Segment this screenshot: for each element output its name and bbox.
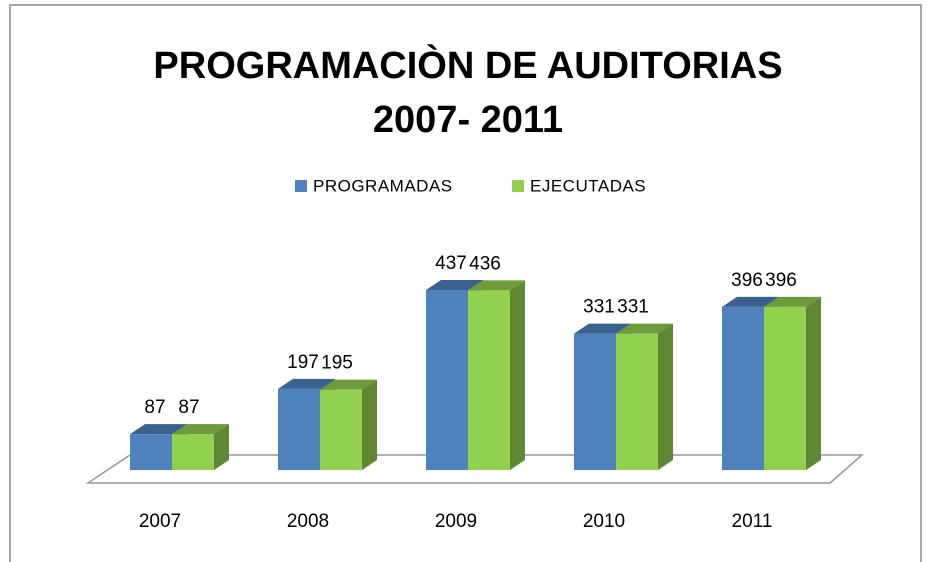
bar [172, 424, 229, 470]
bar [616, 323, 673, 470]
value-label: 87 [144, 397, 165, 418]
x-tick-label: 2011 [732, 511, 773, 532]
bar-side [510, 280, 525, 470]
bar-side [658, 323, 673, 470]
value-label: 331 [583, 297, 615, 318]
bar-front [130, 434, 172, 470]
bar-front [764, 306, 806, 470]
x-tick-label: 2010 [583, 511, 625, 532]
bar-top [320, 379, 377, 390]
chart-frame [9, 4, 922, 562]
bar [130, 424, 187, 470]
bar-top [764, 296, 821, 307]
legend-label: PROGRAMADAS [313, 176, 453, 195]
chart-title: PROGRAMACIÒN DE AUDITORIAS [153, 43, 782, 87]
bar-top [130, 424, 187, 435]
bar-top [426, 279, 483, 290]
value-label: 396 [731, 270, 763, 291]
bar-front [722, 306, 764, 470]
value-label: 396 [765, 270, 797, 291]
bar-top [574, 323, 631, 334]
bar-top [722, 296, 779, 307]
x-tick-label: 2008 [287, 511, 329, 532]
x-tick-label: 2009 [435, 511, 477, 532]
bar-top [172, 424, 229, 435]
bar-front [320, 389, 362, 470]
bar [764, 296, 821, 470]
bar-side [806, 296, 821, 470]
bar-top [278, 378, 335, 389]
bar-front [574, 333, 616, 470]
bar-side [362, 379, 377, 470]
legend-swatch [295, 180, 307, 192]
value-label: 195 [321, 353, 353, 374]
legend-swatch [512, 180, 524, 192]
chart-title: 2007- 2011 [373, 99, 563, 141]
x-tick-label: 2007 [139, 511, 181, 532]
bar-front [616, 333, 658, 470]
value-label: 197 [287, 352, 319, 373]
bar-top [616, 323, 673, 334]
bar [468, 280, 525, 470]
bar-front [468, 290, 510, 470]
bar-top [468, 280, 525, 291]
bar [320, 379, 377, 470]
bar-front [278, 388, 320, 470]
value-label: 436 [469, 253, 501, 274]
value-label: 437 [435, 253, 467, 274]
bar-front [172, 434, 214, 470]
value-label: 87 [178, 397, 199, 418]
bar-side [214, 424, 229, 470]
bar-front [426, 289, 468, 470]
legend-label: EJECUTADAS [530, 176, 646, 195]
value-label: 331 [617, 297, 649, 318]
